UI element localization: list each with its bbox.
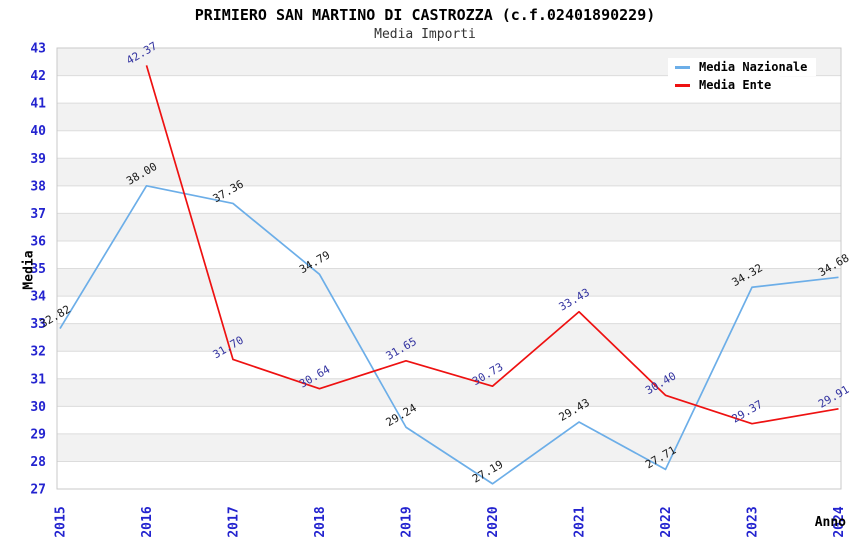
x-tick-label: 2019 [400,506,415,537]
series-line [59,184,839,485]
x-tick-label: 2024 [832,506,847,537]
y-tick-label: 41 [30,97,46,112]
x-tick-label: 2020 [486,506,501,537]
y-tick-label: 34 [30,290,46,305]
y-tick-label: 27 [30,483,46,498]
y-tick-label: 28 [30,455,46,470]
shaded-band [57,378,841,407]
shaded-band [57,158,841,186]
x-tick-label: 2018 [313,506,328,537]
y-tick-label: 33 [30,317,46,332]
media-ente-line-swatch [675,83,690,87]
y-axis-title: Media [21,250,37,290]
y-tick-label: 36 [30,234,46,249]
chart-title: PRIMIERO SAN MARTINO DI CASTROZZA (c.f.0… [194,6,656,24]
series-line [145,65,839,425]
x-tick-label: 2017 [227,506,242,537]
x-tick-label: 2015 [54,506,69,537]
legend-entry-media-ente: Media Ente [668,76,781,94]
x-axis-title: Anno [814,515,846,530]
legend: Media Nazionale Media Ente [668,58,817,94]
y-tick-label: 43 [30,42,46,57]
y-tick-label: 29 [30,427,46,442]
shaded-band [57,323,841,352]
y-tick-label: 31 [30,372,46,387]
shaded-band [57,268,841,297]
chart-subtitle: Media Importi [374,27,476,42]
y-tick-label: 35 [30,262,46,277]
media-nazionale-line-swatch [675,65,690,69]
legend-label: Media Nazionale [699,60,808,74]
legend-label: Media Ente [699,78,772,92]
y-tick-label: 39 [30,152,46,167]
x-tick-label: 2022 [659,506,674,537]
shaded-band [57,213,841,241]
x-tick-label: 2021 [573,506,588,537]
plot-border [56,47,842,490]
y-tick-label: 38 [30,179,46,194]
y-tick-label: 42 [30,69,46,84]
shaded-band [57,103,841,131]
y-tick-label: 40 [30,124,46,139]
y-tick-label: 30 [30,400,46,415]
shaded-band [57,433,841,462]
x-tick-label: 2016 [140,506,155,537]
y-tick-label: 37 [30,207,46,222]
y-tick-label: 32 [30,345,46,360]
legend-entry-media-nazionale: Media Nazionale [668,58,817,76]
x-tick-label: 2023 [746,506,761,537]
